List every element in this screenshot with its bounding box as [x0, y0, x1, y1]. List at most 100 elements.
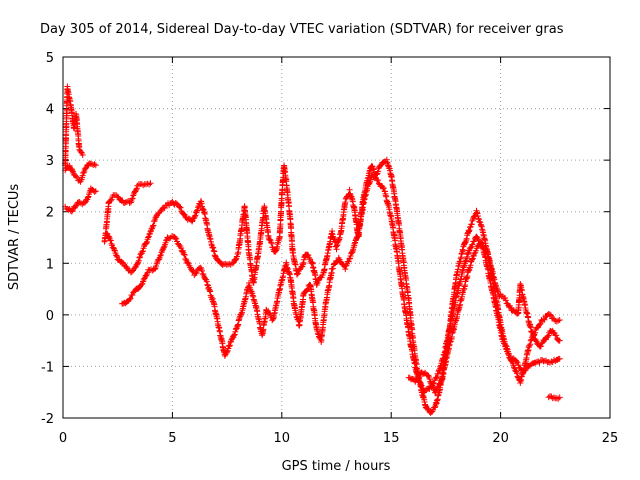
data-point: [266, 236, 273, 243]
data-point: [177, 204, 184, 211]
data-point: [502, 297, 509, 304]
data-point: [545, 394, 552, 401]
data-point: [181, 252, 188, 258]
data-point: [294, 271, 301, 278]
data-point: [111, 247, 118, 254]
data-point: [375, 177, 382, 184]
data-point: [107, 237, 114, 244]
y-tick-label: -2: [41, 412, 54, 427]
data-point: [92, 162, 99, 169]
data-point: [513, 358, 520, 365]
data-point: [232, 328, 239, 335]
data-point: [231, 332, 238, 339]
data-point: [511, 364, 518, 371]
data-point: [132, 188, 139, 194]
data-point: [145, 234, 152, 241]
data-point: [556, 337, 563, 344]
series-track-3: [62, 185, 99, 215]
x-tick-label: 5: [168, 431, 176, 446]
data-point: [541, 316, 548, 323]
data-point: [139, 248, 146, 255]
x-tick-label: 0: [59, 431, 67, 446]
y-tick-label: -1: [41, 360, 54, 375]
data-point: [195, 204, 202, 211]
data-point: [172, 235, 179, 242]
data-point: [119, 259, 126, 266]
data-point: [147, 180, 154, 187]
y-tick-label: 0: [46, 309, 54, 324]
data-point: [129, 196, 135, 202]
data-point: [79, 152, 86, 158]
data-point: [144, 238, 150, 245]
series-track-1: [62, 83, 86, 169]
data-point: [157, 252, 164, 259]
data-point: [133, 186, 140, 193]
data-point: [140, 182, 147, 189]
data-point: [380, 185, 387, 192]
data-point: [184, 259, 191, 266]
data-point: [433, 374, 440, 381]
data-point: [191, 213, 198, 220]
data-point: [193, 269, 200, 276]
data-point: [346, 255, 353, 262]
data-point: [555, 317, 562, 324]
data-point: [199, 267, 205, 274]
data-point: [143, 240, 150, 246]
data-point: [429, 383, 436, 389]
data-point: [514, 370, 520, 377]
data-point: [129, 195, 136, 202]
data-point: [538, 340, 545, 347]
tick-labels: 0 5 10 15 20 25 -2 -1 0 1 2 3 4 5: [41, 51, 618, 446]
data-point: [106, 233, 113, 240]
data-point: [553, 395, 560, 402]
data-point: [469, 241, 476, 248]
data-point: [539, 357, 546, 363]
x-tick-label: 20: [492, 431, 509, 446]
data-point: [377, 162, 384, 169]
data-point: [305, 252, 312, 259]
data-series: [62, 83, 563, 416]
data-point: [135, 257, 142, 264]
data-point: [522, 366, 529, 373]
data-point: [151, 266, 158, 272]
chart-title: Day 305 of 2014, Sidereal Day-to-day VTE…: [40, 22, 564, 37]
data-point: [521, 367, 528, 374]
x-axis-label: GPS time / hours: [282, 459, 391, 474]
data-point: [544, 333, 551, 340]
data-point: [68, 208, 75, 215]
data-point: [426, 376, 433, 382]
data-point: [140, 276, 147, 283]
data-point: [417, 379, 424, 386]
y-tick-label: 4: [46, 103, 54, 118]
data-point: [136, 254, 143, 261]
data-point: [160, 244, 167, 251]
data-point: [555, 395, 562, 402]
data-point: [434, 384, 441, 391]
data-point: [231, 331, 238, 338]
data-point: [84, 194, 91, 201]
data-point: [501, 340, 508, 347]
data-point: [192, 270, 199, 277]
data-point: [126, 296, 133, 303]
data-point: [425, 372, 432, 379]
y-tick-label: 2: [46, 206, 54, 221]
data-point: [475, 236, 482, 243]
data-point: [478, 240, 485, 247]
data-point: [203, 278, 210, 285]
data-point: [505, 350, 512, 357]
data-point: [304, 287, 310, 294]
data-point: [329, 265, 336, 272]
y-tick-label: 1: [46, 257, 54, 272]
y-tick-label: 5: [46, 51, 54, 66]
series-track-8: [545, 393, 563, 402]
data-point: [79, 201, 86, 208]
data-point: [432, 389, 438, 396]
data-point: [556, 317, 563, 323]
data-point: [127, 295, 134, 302]
data-point: [107, 197, 114, 204]
y-axis-label: SDTVAR / TECUs: [7, 184, 22, 291]
data-point: [547, 312, 554, 319]
data-point: [527, 341, 534, 348]
data-point: [537, 343, 544, 350]
